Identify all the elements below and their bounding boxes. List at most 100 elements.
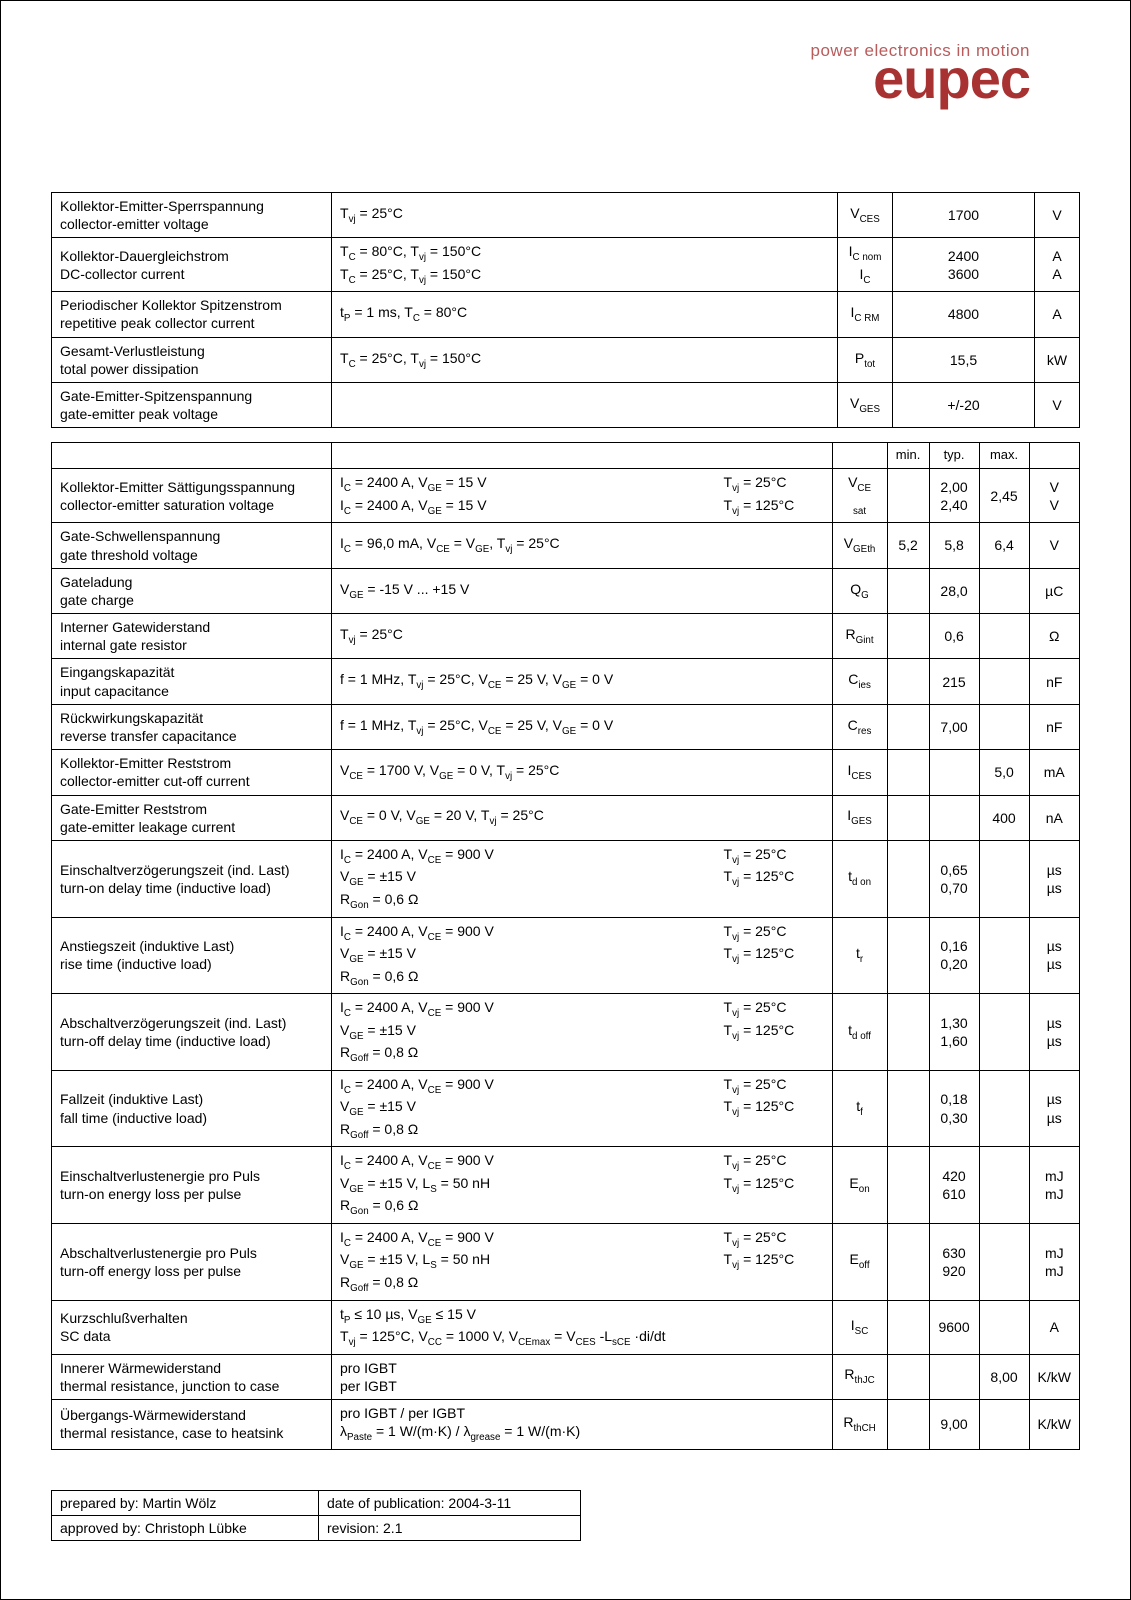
unit-cell: µsµs	[1029, 994, 1079, 1071]
unit-cell: VV	[1029, 469, 1079, 523]
unit-cell: Ω	[1029, 614, 1079, 659]
sym-cell: ISC	[832, 1300, 887, 1354]
table-row: Abschaltverzögerungszeit (ind. Last)turn…	[52, 994, 1080, 1071]
max-cell	[979, 659, 1029, 704]
typ-cell: 9600	[929, 1300, 979, 1354]
sym-cell: IC nomIC	[838, 238, 893, 292]
table-row: Kollektor-Emitter-Sperrspannungcollector…	[52, 192, 1080, 237]
param-cell: Gate-Schwellenspannunggate threshold vol…	[52, 523, 332, 568]
typ-cell: 7,00	[929, 704, 979, 749]
sym-cell: ICES	[832, 750, 887, 795]
table-row: Gate-Emitter Reststromgate-emitter leaka…	[52, 795, 1080, 840]
typ-cell: 2,002,40	[929, 469, 979, 523]
cond-cell: TC = 25°C, Tvj = 150°C	[332, 337, 838, 382]
cond-cell: IC = 2400 A, VCE = 900 VVGE = ±15 V, LS …	[332, 1223, 833, 1300]
unit-cell: mJmJ	[1029, 1223, 1079, 1300]
cond-cell: f = 1 MHz, Tvj = 25°C, VCE = 25 V, VGE =…	[332, 704, 833, 749]
sym-cell: VGEth	[832, 523, 887, 568]
table-row: Kollektor-DauergleichstromDC-collector c…	[52, 238, 1080, 292]
min-cell	[887, 1300, 929, 1354]
brand-logo: power electronics in motion eupec	[51, 31, 1080, 192]
max-cell	[979, 1223, 1029, 1300]
sym-cell: QG	[832, 568, 887, 613]
cond-cell: IC = 2400 A, VCE = 900 VVGE = ±15 VRGon …	[332, 917, 833, 994]
max-cell: 8,00	[979, 1354, 1029, 1399]
cond-cell	[332, 382, 838, 427]
param-cell: Fallzeit (induktive Last)fall time (indu…	[52, 1070, 332, 1147]
typ-cell: 0,650,70	[929, 840, 979, 917]
table-row: Kollektor-Emitter Reststromcollector-emi…	[52, 750, 1080, 795]
max-cell	[979, 1147, 1029, 1224]
cond-cell: IC = 2400 A, VCE = 900 VVGE = ±15 VRGoff…	[332, 994, 833, 1071]
unit-cell: nF	[1029, 659, 1079, 704]
hdr-typ: typ.	[929, 443, 979, 469]
sym-cell: RGint	[832, 614, 887, 659]
cond-cell: Tvj = 25°C	[332, 614, 833, 659]
max-cell	[979, 614, 1029, 659]
val-cell: 24003600	[893, 238, 1035, 292]
hdr-min: min.	[887, 443, 929, 469]
param-cell: Anstiegszeit (induktive Last)rise time (…	[52, 917, 332, 994]
max-cell	[979, 704, 1029, 749]
param-cell: Interner Gatewiderstandinternal gate res…	[52, 614, 332, 659]
param-cell: Gesamt-Verlustleistungtotal power dissip…	[52, 337, 332, 382]
min-cell	[887, 704, 929, 749]
unit-cell: A	[1029, 1300, 1079, 1354]
typ-cell	[929, 1354, 979, 1399]
cond-cell: Tvj = 25°C	[332, 192, 838, 237]
sym-cell: VGES	[838, 382, 893, 427]
sym-cell: Ptot	[838, 337, 893, 382]
typ-cell: 1,301,60	[929, 994, 979, 1071]
table-row: Kollektor-Emitter Sättigungsspannungcoll…	[52, 469, 1080, 523]
min-cell	[887, 1070, 929, 1147]
min-cell	[887, 1223, 929, 1300]
unit-cell: V	[1035, 192, 1080, 237]
param-cell: Einschaltverzögerungszeit (ind. Last)tur…	[52, 840, 332, 917]
unit-cell: V	[1035, 382, 1080, 427]
min-cell	[887, 659, 929, 704]
param-cell: Übergangs-Wärmewiderstandthermal resista…	[52, 1399, 332, 1449]
max-cell	[979, 1399, 1029, 1449]
max-cell	[979, 568, 1029, 613]
table-row: Gate-Emitter-Spitzenspannunggate-emitter…	[52, 382, 1080, 427]
val-cell: 15,5	[893, 337, 1035, 382]
sym-cell: VCE sat	[832, 469, 887, 523]
max-cell	[979, 994, 1029, 1071]
param-cell: KurzschlußverhaltenSC data	[52, 1300, 332, 1354]
min-cell	[887, 1147, 929, 1224]
unit-cell: nF	[1029, 704, 1079, 749]
param-cell: Kollektor-Emitter Reststromcollector-emi…	[52, 750, 332, 795]
max-cell	[979, 1300, 1029, 1354]
unit-cell: µsµs	[1029, 840, 1079, 917]
cond-cell: VCE = 0 V, VGE = 20 V, Tvj = 25°C	[332, 795, 833, 840]
cond-cell: IC = 96,0 mA, VCE = VGE, Tvj = 25°C	[332, 523, 833, 568]
footer-table: prepared by: Martin Wölz date of publica…	[51, 1490, 581, 1541]
sym-cell: Cres	[832, 704, 887, 749]
cond-cell: VGE = -15 V ... +15 V	[332, 568, 833, 613]
max-cell	[979, 917, 1029, 994]
sym-cell: Eoff	[832, 1223, 887, 1300]
approved-by: approved by: Christoph Lübke	[52, 1515, 319, 1540]
min-cell	[887, 917, 929, 994]
table-row: Innerer Wärmewiderstandthermal resistanc…	[52, 1354, 1080, 1399]
min-cell	[887, 750, 929, 795]
typ-cell	[929, 750, 979, 795]
unit-cell: K/kW	[1029, 1354, 1079, 1399]
param-cell: Abschaltverzögerungszeit (ind. Last)turn…	[52, 994, 332, 1071]
max-cell: 400	[979, 795, 1029, 840]
table-row: Rückwirkungskapazitätreverse transfer ca…	[52, 704, 1080, 749]
param-cell: Gate-Emitter-Spitzenspannunggate-emitter…	[52, 382, 332, 427]
table-row: Einschaltverlustenergie pro Pulsturn-on …	[52, 1147, 1080, 1224]
min-cell	[887, 1354, 929, 1399]
val-cell: 1700	[893, 192, 1035, 237]
brand-name: eupec	[51, 57, 1030, 102]
ratings-table: Kollektor-Emitter-Sperrspannungcollector…	[51, 192, 1080, 429]
sym-cell: td on	[832, 840, 887, 917]
param-cell: Periodischer Kollektor Spitzenstromrepet…	[52, 292, 332, 337]
sym-cell: tr	[832, 917, 887, 994]
hdr-max: max.	[979, 443, 1029, 469]
table-row: Interner Gatewiderstandinternal gate res…	[52, 614, 1080, 659]
sym-cell: td off	[832, 994, 887, 1071]
max-cell	[979, 1070, 1029, 1147]
table-row: Gesamt-Verlustleistungtotal power dissip…	[52, 337, 1080, 382]
